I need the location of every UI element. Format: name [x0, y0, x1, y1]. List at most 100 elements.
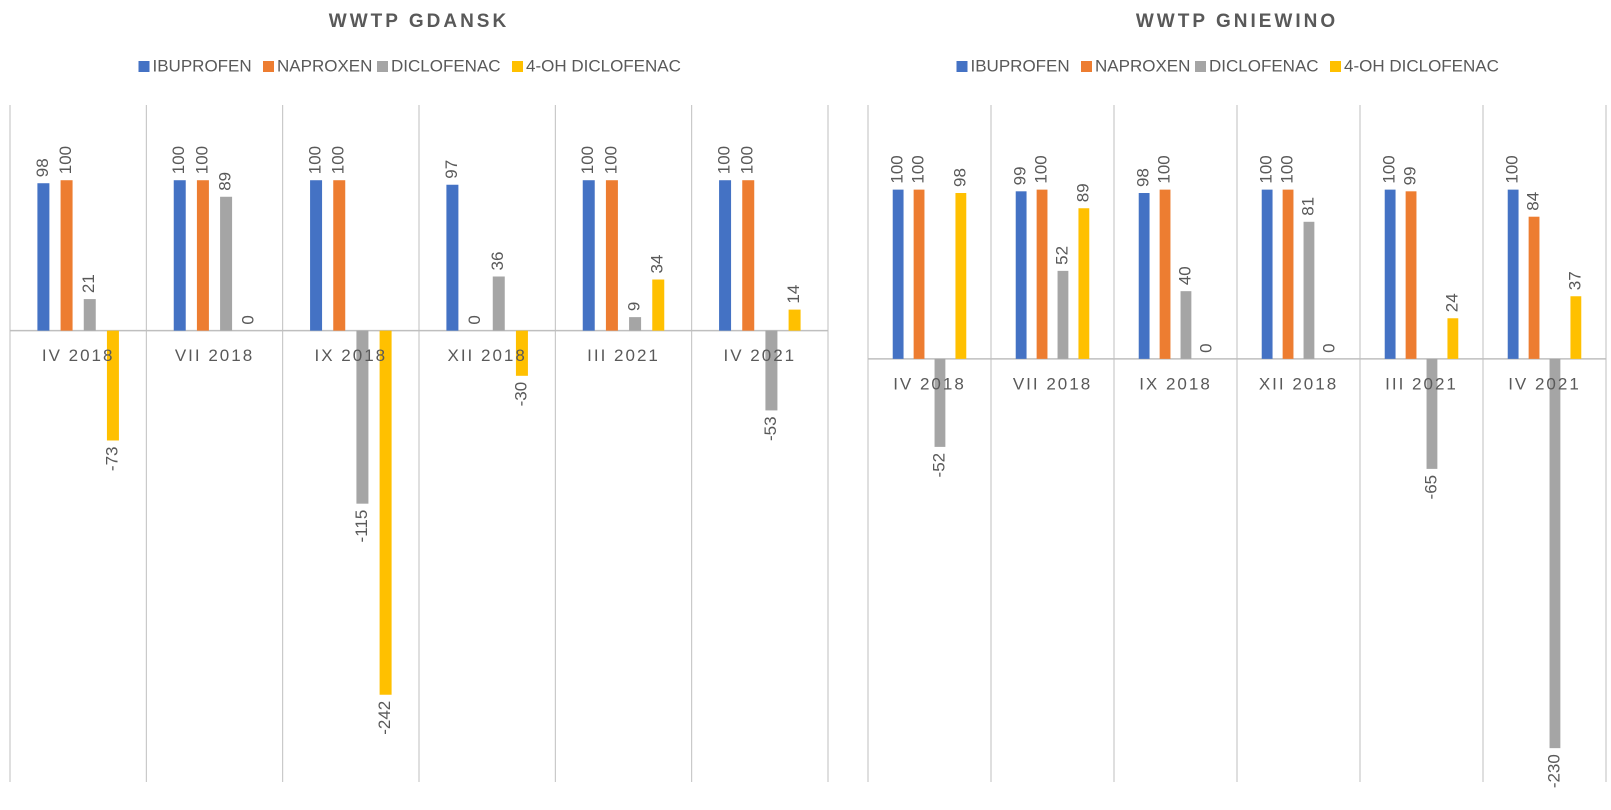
data-label: 100 — [888, 155, 907, 183]
chart-title: WWTP GNIEWINO — [1136, 11, 1338, 32]
bar — [719, 180, 732, 331]
data-label: 40 — [1175, 266, 1194, 285]
data-label: 100 — [601, 146, 620, 174]
bar — [446, 184, 459, 331]
x-tick-label: IV 2018 — [893, 374, 966, 393]
data-label: 100 — [1278, 155, 1297, 183]
data-label: 100 — [192, 146, 211, 174]
x-tick-label: VII 2018 — [1013, 374, 1092, 393]
bar — [106, 330, 119, 441]
bar — [1426, 358, 1438, 469]
data-label: 100 — [56, 146, 75, 174]
data-label: 98 — [33, 158, 52, 177]
legend-swatch — [1195, 61, 1206, 72]
data-label: 89 — [1073, 183, 1092, 202]
bar — [605, 180, 618, 331]
bar — [1447, 318, 1459, 359]
data-label: 21 — [79, 274, 98, 293]
legend-swatch — [138, 61, 150, 72]
data-label: 52 — [1052, 246, 1071, 265]
data-label: 100 — [578, 146, 597, 174]
x-tick-label: IV 2018 — [42, 346, 115, 365]
bar — [765, 330, 778, 411]
data-label: 100 — [1503, 155, 1522, 183]
data-label: 0 — [465, 315, 484, 324]
x-tick-label: IV 2021 — [1508, 374, 1581, 393]
bar — [582, 180, 595, 331]
legend-label: IBUPROFEN — [971, 56, 1070, 75]
data-label: 0 — [1196, 343, 1215, 352]
bar — [1507, 189, 1519, 359]
bar — [1159, 189, 1171, 359]
data-label: 100 — [1032, 155, 1051, 183]
data-label: 100 — [1257, 155, 1276, 183]
data-label: 100 — [306, 146, 325, 174]
chart-title: WWTP GDANSK — [329, 11, 509, 32]
bar — [934, 358, 946, 447]
data-label: 0 — [239, 315, 258, 324]
data-label: 99 — [1401, 166, 1420, 185]
data-label: -65 — [1421, 475, 1440, 500]
data-label: -52 — [929, 453, 948, 478]
data-label: 100 — [1380, 155, 1399, 183]
legend-swatch — [512, 61, 523, 72]
bar — [1138, 193, 1150, 359]
bar — [1078, 208, 1090, 359]
bar — [955, 193, 967, 359]
legend-label: NAPROXEN — [277, 56, 372, 75]
data-label: -115 — [352, 510, 371, 543]
legend-label: DICLOFENAC — [1209, 56, 1319, 75]
data-label: -53 — [761, 416, 780, 441]
x-tick-label: IX 2018 — [1139, 374, 1212, 393]
bar — [1303, 221, 1315, 359]
data-label: 100 — [738, 146, 757, 174]
x-tick-label: III 2021 — [587, 346, 660, 365]
data-label: -230 — [1544, 754, 1563, 788]
data-label: 14 — [784, 285, 803, 304]
bar — [1036, 189, 1048, 359]
data-label: -73 — [102, 446, 121, 471]
bar — [83, 299, 96, 331]
bar — [1015, 191, 1027, 359]
legend-label: 4-OH DICLOFENAC — [526, 56, 681, 75]
bar — [60, 180, 73, 331]
bar — [652, 279, 665, 331]
data-label: 99 — [1011, 166, 1030, 185]
x-tick-label: IV 2021 — [724, 346, 797, 365]
bar — [196, 180, 209, 331]
bar — [1549, 358, 1561, 749]
bar — [742, 180, 755, 331]
data-label: 0 — [1319, 343, 1338, 352]
legend-label: NAPROXEN — [1095, 56, 1190, 75]
bar — [913, 189, 925, 359]
legend-label: IBUPROFEN — [153, 56, 252, 75]
bar — [492, 276, 505, 331]
bar — [37, 183, 50, 331]
x-tick-label: XII 2018 — [448, 346, 527, 365]
legend-swatch — [377, 61, 388, 72]
data-label: 89 — [216, 172, 235, 191]
bar — [1528, 216, 1540, 359]
bar — [310, 180, 323, 331]
bar — [333, 180, 346, 331]
data-label: 24 — [1442, 293, 1461, 312]
bar — [379, 330, 392, 695]
data-label: -242 — [375, 701, 394, 735]
data-label: 100 — [329, 146, 348, 174]
bar — [788, 309, 801, 331]
data-label: 36 — [488, 252, 507, 271]
x-tick-label: XII 2018 — [1259, 374, 1338, 393]
data-label: 100 — [1155, 155, 1174, 183]
data-label: -30 — [511, 382, 530, 407]
legend-label: DICLOFENAC — [391, 56, 501, 75]
legend-swatch — [1081, 61, 1092, 72]
bar — [629, 317, 642, 331]
data-label: 98 — [950, 168, 969, 187]
data-label: 9 — [625, 302, 644, 311]
data-label: 98 — [1134, 168, 1153, 187]
bar — [1057, 270, 1069, 359]
data-label: 81 — [1298, 197, 1317, 216]
data-label: 100 — [715, 146, 734, 174]
data-label: 100 — [169, 146, 188, 174]
bar — [1282, 189, 1294, 359]
